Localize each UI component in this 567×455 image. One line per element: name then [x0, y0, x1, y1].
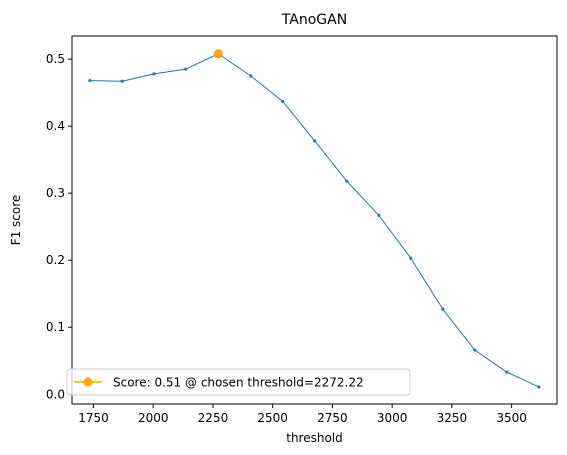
x-axis-label: threshold — [286, 431, 343, 445]
data-point — [313, 139, 317, 143]
data-point — [473, 348, 477, 352]
data-point — [537, 385, 541, 389]
x-tick-label: 2250 — [198, 411, 229, 425]
y-tick-label: 0.5 — [46, 52, 65, 66]
x-tick-label: 3500 — [496, 411, 527, 425]
chart-title: TAnoGAN — [281, 12, 347, 28]
legend-marker-swatch — [83, 377, 93, 387]
data-point — [409, 256, 413, 260]
data-point — [152, 72, 156, 76]
data-point — [441, 307, 445, 311]
data-point — [184, 67, 188, 71]
plot-area: 1750 2000 2250 2500 2750 3000 3250 3500 0.0 0.1 0.… — [46, 35, 558, 425]
y-tick-label: 0.4 — [46, 119, 65, 133]
legend: Score: 0.51 @ chosen threshold=2272.22 — [66, 368, 411, 396]
legend-entry-label: Score: 0.51 @ chosen threshold=2272.22 — [113, 376, 364, 390]
axes-frame — [71, 35, 558, 405]
y-tick-label: 0.2 — [46, 253, 65, 267]
y-tick-label: 0.1 — [46, 320, 65, 334]
data-point — [281, 99, 285, 103]
x-tick-label: 3000 — [377, 411, 408, 425]
data-point — [505, 370, 509, 374]
legend-frame — [66, 368, 411, 396]
data-point — [88, 78, 92, 83]
y-tick-label: 0.3 — [46, 186, 65, 200]
x-tick-label: 1750 — [78, 411, 109, 425]
data-point — [377, 213, 381, 217]
data-point — [120, 79, 124, 83]
x-tick-label: 2500 — [257, 411, 288, 425]
x-tick-label: 2750 — [317, 411, 348, 425]
chosen-threshold-point — [213, 49, 223, 59]
y-axis-label: F1 score — [9, 195, 23, 246]
data-point — [345, 179, 349, 183]
y-tick-label: 0.0 — [46, 387, 65, 401]
data-point — [249, 74, 253, 78]
x-tick-label: 3250 — [437, 411, 468, 425]
x-tick-label: 2000 — [138, 411, 169, 425]
